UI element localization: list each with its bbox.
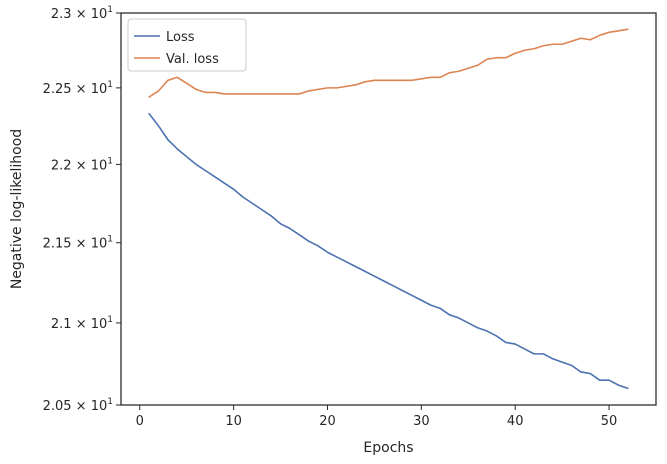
- y-tick-label: 2.3 × 101: [51, 5, 113, 22]
- x-axis-label: Epochs: [363, 440, 413, 456]
- plot-frame: [120, 12, 657, 406]
- x-tick-label: 0: [136, 414, 144, 429]
- x-tick-label: 20: [319, 414, 336, 429]
- y-tick-label: 2.2 × 101: [51, 156, 113, 173]
- y-tick-label: 2.25 × 101: [43, 80, 113, 97]
- legend-label-loss: Loss: [166, 30, 195, 45]
- x-tick-label: 40: [507, 414, 524, 429]
- x-tick-label: 50: [601, 414, 618, 429]
- y-tick-label: 2.05 × 101: [43, 397, 113, 414]
- x-tick-label: 30: [413, 414, 430, 429]
- series-line-loss: [148, 112, 629, 390]
- x-axis-ticks: 0 10 20 30 40 50: [136, 405, 618, 429]
- legend: Loss Val. loss: [127, 18, 247, 72]
- legend-label-val-loss: Val. loss: [166, 52, 219, 67]
- series-layer: [148, 28, 629, 390]
- y-tick-label: 2.1 × 101: [51, 315, 113, 332]
- y-axis-label: Negative log-likelihood: [9, 129, 25, 289]
- y-tick-label: 2.15 × 101: [43, 235, 113, 252]
- y-axis-ticks: 2.05 × 101 2.1 × 101 2.15 × 101 2.2 × 101 2.…: [43, 5, 121, 414]
- x-tick-label: 10: [225, 414, 242, 429]
- plot-background: [121, 13, 656, 405]
- series-line-val-loss: [148, 28, 629, 98]
